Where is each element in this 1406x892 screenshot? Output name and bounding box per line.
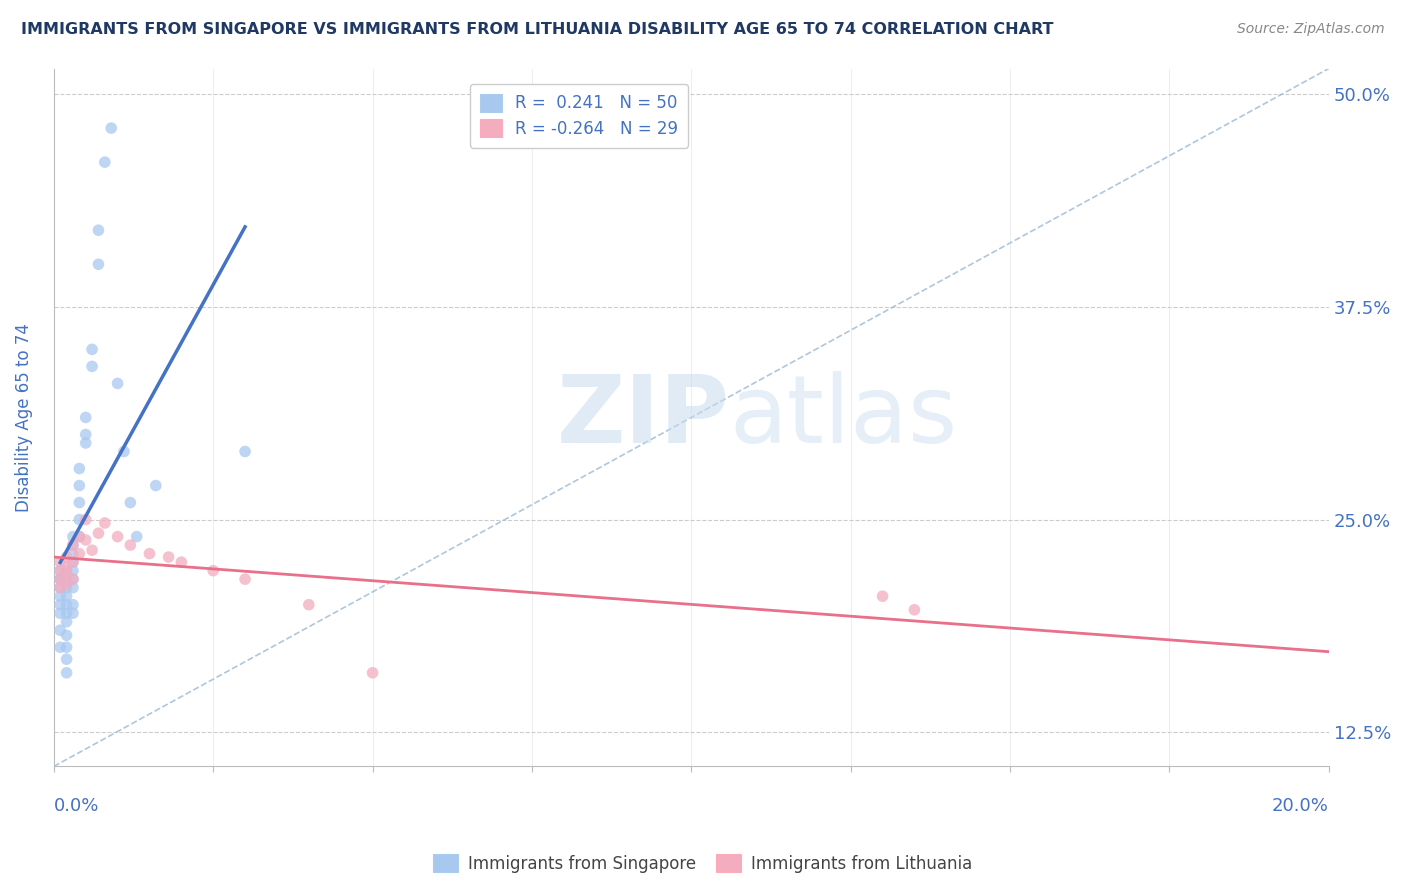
- Point: [67, 461, 90, 475]
- Point: [49, 572, 72, 586]
- Y-axis label: Disability Age 65 to 74: Disability Age 65 to 74: [15, 323, 32, 512]
- Point: [55, 652, 77, 666]
- Point: [67, 513, 90, 527]
- Point: [75, 513, 97, 527]
- Point: [67, 530, 90, 544]
- Point: [361, 665, 384, 680]
- Point: [67, 547, 90, 561]
- Text: ZIP: ZIP: [557, 371, 730, 464]
- Point: [62, 572, 84, 586]
- Point: [62, 598, 84, 612]
- Point: [55, 572, 77, 586]
- Text: 20.0%: 20.0%: [1272, 797, 1329, 815]
- Point: [62, 564, 84, 578]
- Point: [49, 606, 72, 620]
- Point: [67, 478, 90, 492]
- Point: [49, 555, 72, 569]
- Point: [62, 530, 84, 544]
- Point: [62, 538, 84, 552]
- Point: [120, 538, 142, 552]
- Point: [75, 533, 97, 547]
- Point: [55, 560, 77, 574]
- Point: [67, 530, 90, 544]
- Point: [49, 640, 72, 655]
- Point: [80, 543, 103, 558]
- Point: [80, 343, 103, 357]
- Point: [87, 223, 110, 237]
- Point: [55, 665, 77, 680]
- Text: atlas: atlas: [730, 371, 957, 464]
- Point: [903, 603, 925, 617]
- Point: [62, 555, 84, 569]
- Point: [55, 581, 77, 595]
- Point: [87, 257, 110, 271]
- Point: [49, 564, 72, 578]
- Point: [49, 624, 72, 638]
- Point: [49, 564, 72, 578]
- Point: [55, 549, 77, 564]
- Point: [125, 530, 148, 544]
- Point: [100, 121, 122, 136]
- Text: Source: ZipAtlas.com: Source: ZipAtlas.com: [1237, 22, 1385, 37]
- Point: [233, 572, 256, 586]
- Point: [157, 549, 180, 564]
- Point: [67, 495, 90, 509]
- Point: [75, 427, 97, 442]
- Legend: Immigrants from Singapore, Immigrants from Lithuania: Immigrants from Singapore, Immigrants fr…: [426, 847, 980, 880]
- Point: [55, 606, 77, 620]
- Point: [55, 564, 77, 578]
- Point: [62, 581, 84, 595]
- Point: [233, 444, 256, 458]
- Point: [55, 628, 77, 642]
- Point: [145, 478, 167, 492]
- Point: [202, 564, 225, 578]
- Point: [75, 410, 97, 425]
- Point: [94, 516, 117, 530]
- Text: IMMIGRANTS FROM SINGAPORE VS IMMIGRANTS FROM LITHUANIA DISABILITY AGE 65 TO 74 C: IMMIGRANTS FROM SINGAPORE VS IMMIGRANTS …: [21, 22, 1053, 37]
- Point: [55, 567, 77, 582]
- Point: [872, 589, 894, 603]
- Point: [87, 526, 110, 541]
- Point: [80, 359, 103, 374]
- Point: [170, 555, 193, 569]
- Point: [62, 606, 84, 620]
- Point: [62, 538, 84, 552]
- Point: [112, 444, 135, 458]
- Point: [55, 640, 77, 655]
- Point: [55, 615, 77, 629]
- Point: [120, 495, 142, 509]
- Point: [107, 376, 129, 391]
- Point: [49, 572, 72, 586]
- Point: [49, 572, 72, 586]
- Point: [55, 598, 77, 612]
- Point: [49, 581, 72, 595]
- Point: [62, 547, 84, 561]
- Point: [49, 581, 72, 595]
- Point: [55, 567, 77, 582]
- Point: [298, 598, 321, 612]
- Point: [94, 155, 117, 169]
- Point: [49, 589, 72, 603]
- Point: [55, 577, 77, 591]
- Point: [62, 572, 84, 586]
- Legend: R =  0.241   N = 50, R = -0.264   N = 29: R = 0.241 N = 50, R = -0.264 N = 29: [470, 84, 688, 148]
- Point: [75, 436, 97, 450]
- Point: [55, 589, 77, 603]
- Point: [138, 547, 160, 561]
- Point: [107, 530, 129, 544]
- Point: [62, 555, 84, 569]
- Text: 0.0%: 0.0%: [53, 797, 100, 815]
- Point: [49, 598, 72, 612]
